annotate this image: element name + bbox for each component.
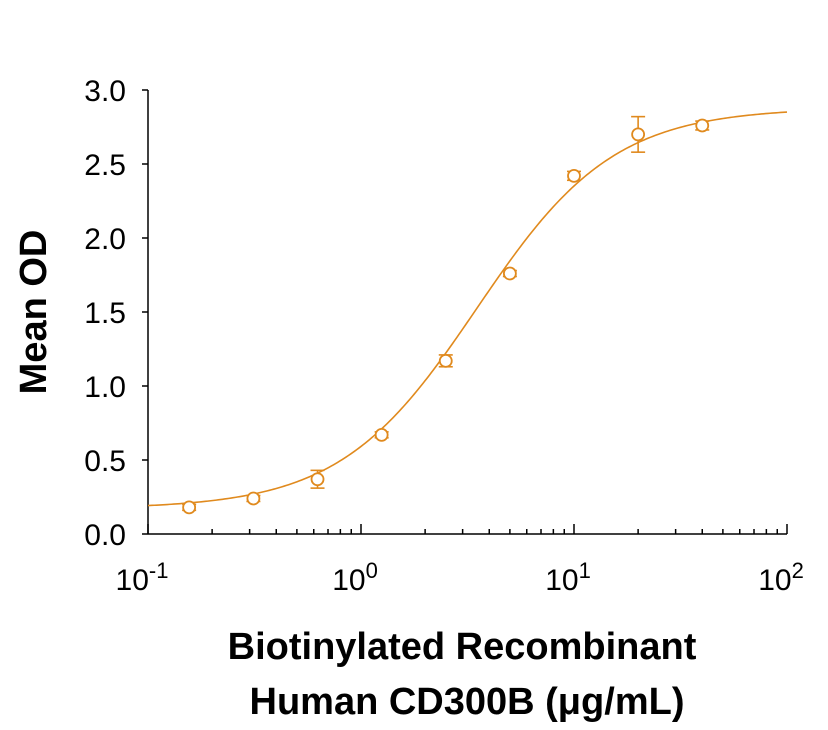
x-tick-label: 10-1 — [116, 558, 169, 597]
x-axis-title-line-1: Biotinylated Recombinant — [228, 626, 697, 668]
y-axis-title: Mean OD — [13, 230, 55, 395]
x-tick-label: 100 — [332, 558, 378, 597]
data-point — [246, 491, 261, 506]
data-point — [567, 168, 581, 183]
y-ticks: 0.0 0.5 1.0 1.5 2.0 2.5 3.0 — [84, 75, 148, 552]
data-point — [502, 266, 517, 281]
data-point — [631, 127, 646, 142]
x-axis: 10-1 100 101 102 — [116, 524, 804, 597]
y-tick-label: 3.0 — [84, 75, 126, 108]
x-tick-label: 101 — [545, 558, 591, 597]
y-tick-label: 1.0 — [84, 371, 126, 404]
data-point — [310, 472, 325, 487]
x-axis-title-line-2: Human CD300B (μg/mL) — [250, 681, 685, 723]
data-point — [374, 427, 389, 442]
x-ticks: 10-1 100 101 102 — [116, 524, 804, 597]
y-tick-label: 1.5 — [84, 297, 126, 330]
y-tick-label: 2.0 — [84, 223, 126, 256]
data-point — [182, 500, 197, 515]
x-tick-label: 102 — [758, 558, 804, 597]
fit-curve — [147, 111, 788, 507]
y-axis: 0.0 0.5 1.0 1.5 2.0 2.5 3.0 — [84, 75, 149, 552]
y-tick-label: 2.5 — [84, 149, 126, 182]
y-tick-label: 0.5 — [84, 445, 126, 478]
plot-area — [147, 111, 788, 515]
data-point — [438, 353, 453, 368]
data-point — [695, 118, 710, 133]
y-tick-label: 0.0 — [84, 519, 126, 552]
